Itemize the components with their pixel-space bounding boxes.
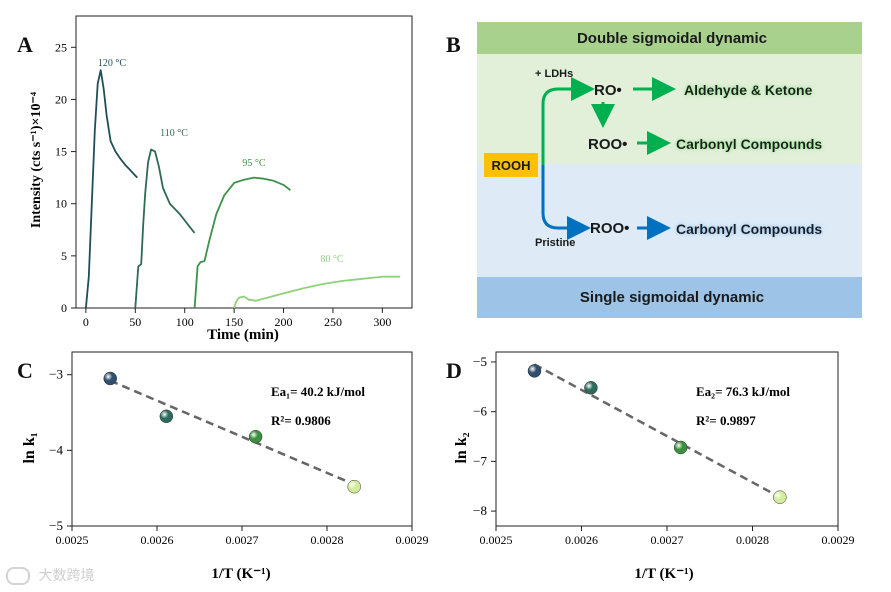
chart-c-point <box>159 409 174 424</box>
chart-c-ylabel: ln k₁ <box>21 432 38 463</box>
chart-d-fit-line <box>533 363 781 499</box>
chart-a-xtick-label: 300 <box>373 315 391 329</box>
ro-radical: RO• <box>594 82 622 99</box>
panel-letter-c: C <box>17 358 33 383</box>
chart-a-ytick-label: 15 <box>55 145 67 159</box>
chart-c-r2: R²= 0.9806 <box>271 413 331 428</box>
top-band <box>477 22 862 54</box>
chart-a-series-1 <box>134 148 196 309</box>
roo-radical-lower: ROO• <box>590 220 629 237</box>
chart-c-xtick-label: 0.0026 <box>141 533 174 547</box>
chart-a-xlabel: Time (min) <box>207 327 279 343</box>
chart-a-xtick-label: 200 <box>275 315 293 329</box>
watermark-text: 大数跨境 <box>38 568 95 584</box>
chart-d-xtick-label: 0.0025 <box>480 533 513 547</box>
chart-c-point <box>347 479 361 494</box>
ldhs-branch-arrow <box>541 77 595 165</box>
watermark: 大数跨境 <box>6 565 94 585</box>
panel-letter-a: A <box>17 32 33 57</box>
chart-d-xtick-label: 0.0026 <box>565 533 598 547</box>
annotation-110c: 110 °C <box>160 128 188 139</box>
chart-c-fit-line <box>109 379 355 486</box>
pristine-label: Pristine <box>535 237 575 249</box>
chart-a-series-0 <box>85 69 138 309</box>
annotation-120c: 120 °C <box>98 58 126 69</box>
product-carbonyl-upper: Carbonyl Compounds <box>676 136 822 152</box>
chart-d-r2: R²= 0.9897 <box>696 413 756 428</box>
chart-c-xtick-label: 0.0028 <box>311 533 344 547</box>
chart-d-ytick-label: −5 <box>473 354 487 369</box>
chart-c-ea: Ea₁= 40.2 kJ/mol <box>271 384 365 399</box>
chart-a-ytick-label: 10 <box>55 197 67 211</box>
chart-c-xlabel: 1/T (K⁻¹) <box>211 566 270 582</box>
chart-c-point <box>103 371 117 386</box>
panel-letter-b: B <box>446 32 461 57</box>
watermark-logo-icon <box>6 567 30 585</box>
annotation-80c: 80 °C <box>320 254 343 265</box>
chart-d-ytick-label: −8 <box>473 503 487 518</box>
rooh-label: ROOH <box>492 158 531 173</box>
chart-d-arrhenius-k2: 0.0025 0.0026 0.0027 0.0028 0.0029 −8 −7 −6 −5 1… <box>453 351 855 582</box>
chart-c-point <box>248 429 263 444</box>
product-carbonyl-lower: Carbonyl Compounds <box>676 221 822 237</box>
chart-d-xtick-label: 0.0029 <box>822 533 855 547</box>
annotation-95c: 95 °C <box>242 158 265 169</box>
chart-a-series-2 <box>193 176 291 309</box>
chart-a-ytick-label: 5 <box>61 249 67 263</box>
diagram-b-mechanism: Double sigmoidal dynamic Single sigmoida… <box>477 22 862 318</box>
chart-d-ytick-label: −6 <box>473 404 487 419</box>
chart-c-xtick-label: 0.0027 <box>226 533 259 547</box>
chart-c-ytick-label: −3 <box>49 367 63 382</box>
product-aldehyde-ketone: Aldehyde & Ketone <box>684 82 813 98</box>
chart-a-xtick-label: 100 <box>176 315 194 329</box>
top-band-label: Double sigmoidal dynamic <box>577 30 767 47</box>
chart-d-point <box>527 364 542 378</box>
bottom-band-label: Single sigmoidal dynamic <box>580 289 764 306</box>
roo-radical-upper: ROO• <box>588 136 627 153</box>
chart-d-ytick-label: −7 <box>473 453 487 468</box>
chart-d-ylabel: ln k₂ <box>453 432 470 463</box>
chart-d-ea: Ea₂= 76.3 kJ/mol <box>696 384 790 399</box>
chart-c-ytick-label: −4 <box>49 442 63 457</box>
chart-d-xlabel: 1/T (K⁻¹) <box>634 566 693 582</box>
chart-d-frame <box>495 351 839 527</box>
chart-c-frame <box>71 351 413 527</box>
chart-c-ytick-label: −5 <box>49 518 63 533</box>
chart-c-xtick-label: 0.0025 <box>56 533 89 547</box>
chart-d-xtick-label: 0.0027 <box>651 533 684 547</box>
chart-a-ytick-label: 25 <box>55 40 67 54</box>
pristine-branch-arrow <box>541 165 591 240</box>
chart-a-xtick-label: 250 <box>324 315 342 329</box>
bottom-band <box>477 277 862 318</box>
panel-letter-d: D <box>446 358 462 383</box>
chart-a-series-3 <box>233 275 401 309</box>
chart-c-xtick-label: 0.0029 <box>396 533 429 547</box>
chart-a-xtick-label: 150 <box>225 315 243 329</box>
ldhs-label: + LDHs <box>535 68 573 80</box>
rooh-box <box>484 153 538 177</box>
chart-a-ytick-label: 0 <box>61 301 67 315</box>
chart-a-ylabel: Intensity (cts s⁻¹)×10⁻⁴ <box>29 91 44 228</box>
chart-a-xtick-label: 0 <box>83 315 89 329</box>
chart-d-point <box>584 381 598 395</box>
chart-a-ytick-label: 20 <box>55 92 67 106</box>
chart-a-xtick-label: 50 <box>129 315 141 329</box>
chart-d-xtick-label: 0.0028 <box>736 533 769 547</box>
chart-d-point <box>773 490 787 504</box>
chart-a-frame <box>75 15 413 309</box>
chart-c-arrhenius-k1: 0.0025 0.0026 0.0027 0.0028 0.0029 −5 −4 −3 1/T… <box>21 351 429 582</box>
chart-d-point <box>673 440 688 455</box>
